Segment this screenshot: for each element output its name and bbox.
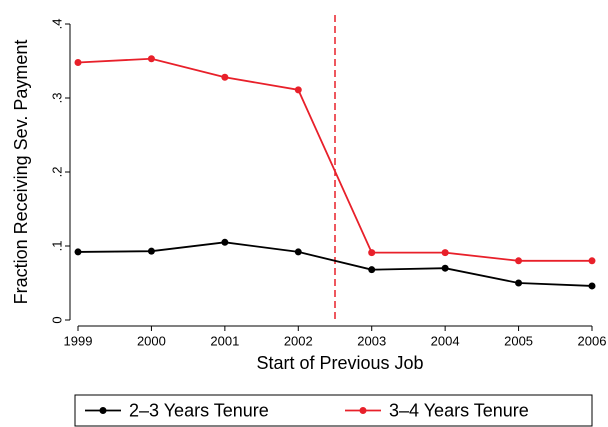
data-point — [588, 282, 596, 290]
data-point — [368, 266, 376, 274]
y-tick-label: 0 — [49, 316, 64, 323]
y-tick-label: .4 — [49, 19, 64, 30]
data-point — [368, 249, 376, 257]
x-tick-label: 2002 — [284, 333, 313, 348]
x-tick-label: 2003 — [357, 333, 386, 348]
data-point — [294, 86, 302, 94]
y-tick-label: .1 — [49, 241, 64, 252]
x-axis-title: Start of Previous Job — [256, 353, 423, 373]
data-point — [515, 257, 523, 265]
x-tick-label: 2005 — [504, 333, 533, 348]
legend-label: 3–4 Years Tenure — [389, 400, 529, 420]
x-tick-label: 1999 — [64, 333, 93, 348]
x-tick-label: 2000 — [137, 333, 166, 348]
data-point — [221, 238, 229, 246]
series-line — [77, 57, 592, 262]
data-point — [294, 248, 302, 256]
data-point — [588, 257, 596, 265]
data-point — [74, 248, 82, 256]
legend-label: 2–3 Years Tenure — [129, 400, 269, 420]
data-point — [441, 264, 449, 272]
data-point — [74, 58, 82, 66]
x-tick-label: 2006 — [578, 333, 607, 348]
y-tick-label: .2 — [49, 167, 64, 178]
y-axis-title: Fraction Receiving Sev. Payment — [11, 40, 31, 305]
legend-marker — [99, 407, 107, 414]
x-tick-label: 2001 — [210, 333, 239, 348]
y-tick-label: .3 — [49, 93, 64, 104]
data-point — [441, 249, 449, 257]
data-point — [147, 55, 155, 63]
legend-box — [74, 394, 593, 427]
legend-marker — [359, 407, 367, 414]
x-tick-label: 2004 — [431, 333, 460, 348]
data-point — [515, 279, 523, 287]
data-point — [221, 73, 229, 81]
data-point — [147, 247, 155, 255]
series-line — [77, 241, 593, 287]
